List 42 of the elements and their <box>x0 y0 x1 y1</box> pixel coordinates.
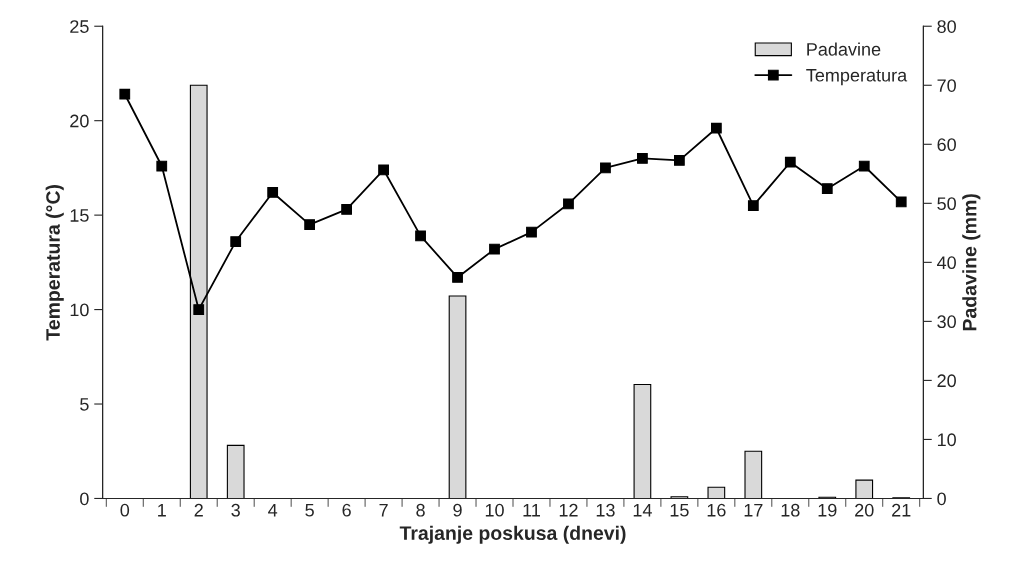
x-tick-label: 12 <box>559 503 578 517</box>
x-tick-label: 11 <box>523 503 540 517</box>
y2-tick-label: 10 <box>937 433 956 447</box>
x-tick-label: 19 <box>818 503 837 517</box>
y-axis-title: Temperatura (°C) <box>45 185 64 341</box>
legend-label: Temperatura <box>806 69 908 86</box>
x-tick-label: 10 <box>485 503 504 517</box>
x-tick-label: 16 <box>707 503 726 517</box>
x-axis-title: Trajanje poskusa (dnevi) <box>399 525 626 544</box>
x-tick-label: 20 <box>855 503 874 517</box>
y2-axis-title: Padavine (mm) <box>962 194 981 331</box>
y2-tick-label: 70 <box>937 79 956 92</box>
y-tick-label: 0 <box>80 492 89 506</box>
x-tick-label: 18 <box>781 503 800 517</box>
y2-tick-label: 40 <box>937 256 956 270</box>
x-tick-label: 9 <box>453 503 462 517</box>
x-tick-label: 7 <box>379 503 388 517</box>
x-tick-label: 14 <box>633 503 652 517</box>
y-tick-label: 20 <box>70 114 89 128</box>
x-tick-label: 2 <box>194 503 203 517</box>
x-tick-label: 4 <box>268 503 278 517</box>
x-tick-label: 21 <box>892 503 911 517</box>
y2-tick-label: 30 <box>937 315 956 329</box>
x-tick-label: 3 <box>231 503 240 517</box>
x-tick-label: 8 <box>416 503 425 517</box>
x-tick-label: 17 <box>744 503 763 517</box>
y2-tick-label: 0 <box>937 492 946 506</box>
y2-tick-label: 80 <box>937 20 956 33</box>
legend-label: Padavine <box>807 42 881 56</box>
y2-tick-label: 20 <box>937 374 956 388</box>
y-tick-label: 15 <box>70 209 89 222</box>
y-tick-label: 25 <box>70 20 89 33</box>
x-tick-label: 6 <box>342 503 351 517</box>
x-tick-label: 13 <box>596 503 615 517</box>
y2-tick-label: 50 <box>937 197 956 211</box>
x-tick-label: 0 <box>120 503 130 517</box>
x-tick-label: 5 <box>305 503 314 517</box>
y2-tick-label: 60 <box>937 138 956 152</box>
x-tick-label: 15 <box>670 503 689 517</box>
x-tick-label: 1 <box>158 503 166 517</box>
y-tick-label: 10 <box>70 303 89 317</box>
y-tick-label: 5 <box>80 398 89 411</box>
